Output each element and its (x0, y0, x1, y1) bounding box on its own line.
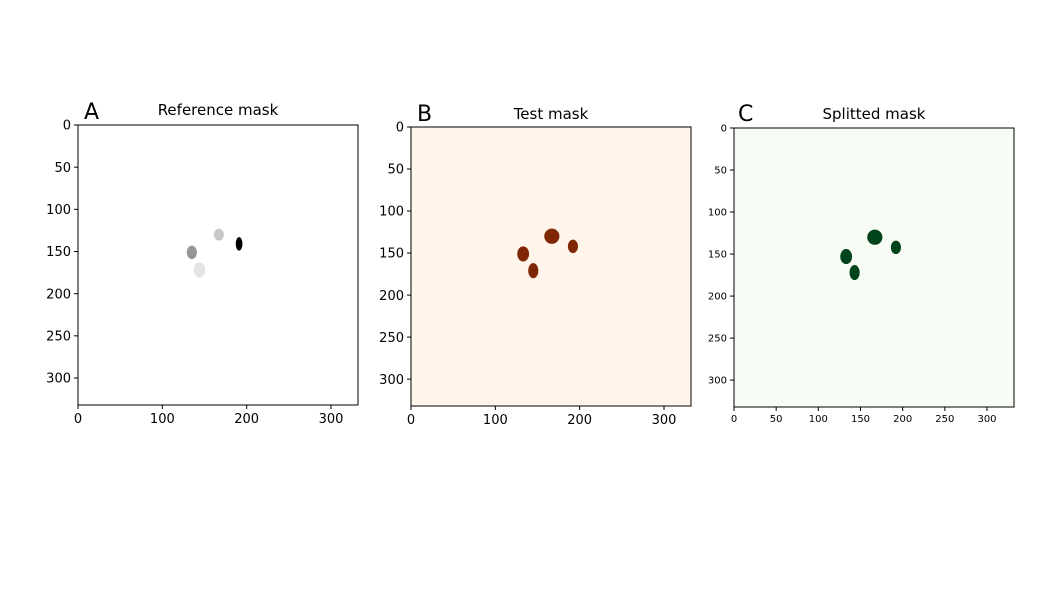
mask-region-4 (528, 263, 539, 279)
y-tick-label: 100 (708, 208, 727, 219)
mask-region-1 (867, 229, 883, 245)
mask-region-3 (517, 246, 530, 262)
mask-region-2 (567, 239, 578, 254)
x-tick-label: 150 (851, 414, 870, 425)
panel-a: 0 100 200 300 0 50 100 150 200 250 300 Reference ma… (46, 100, 359, 427)
panel-letter: B (417, 102, 432, 127)
plot-area (78, 125, 358, 405)
y-tick-label: 200 (46, 287, 71, 302)
y-tick-label: 200 (708, 292, 727, 303)
y-tick-label: 100 (46, 203, 71, 218)
plot-area (411, 127, 691, 406)
panel-title: Splitted mask (823, 105, 926, 123)
mask-region-3 (840, 249, 853, 265)
mask-region-2 (235, 237, 243, 251)
y-tick-label: 250 (379, 331, 404, 346)
x-tick-label: 50 (770, 414, 783, 425)
y-tick-label: 300 (708, 376, 727, 387)
panel-c: 0 50 100 150 200 250 300 0 50 100 150 200 250 300 Spli… (708, 102, 1015, 425)
plot-area (734, 128, 1014, 407)
y-tick-label: 250 (708, 334, 727, 345)
y-tick-label: 50 (387, 163, 404, 178)
x-tick-label: 200 (893, 414, 912, 425)
y-tick-label: 200 (379, 289, 404, 304)
x-tick-label: 300 (319, 412, 344, 427)
y-tick-label: 300 (46, 372, 71, 387)
mask-region-2 (890, 240, 901, 255)
y-tick-label: 0 (396, 121, 404, 136)
x-tick-label: 300 (652, 413, 677, 428)
y-tick-label: 100 (379, 205, 404, 220)
y-tick-label: 300 (379, 373, 404, 388)
panel-title: Test mask (513, 105, 589, 123)
x-tick-label: 0 (407, 413, 415, 428)
x-tick-label: 300 (977, 414, 996, 425)
x-tick-label: 0 (731, 414, 737, 425)
panel-title: Reference mask (158, 101, 279, 119)
axes-frame (410, 126, 692, 407)
x-tick-label: 0 (74, 412, 82, 427)
panel-b: 0 100 200 300 0 50 100 150 200 250 300 Test mask B (379, 102, 692, 428)
y-tick-label: 150 (708, 250, 727, 261)
mask-region-1 (213, 228, 224, 241)
x-tick-label: 200 (234, 412, 259, 427)
mask-region-4 (193, 262, 206, 278)
y-tick-label: 0 (63, 119, 71, 134)
x-tick-label: 100 (809, 414, 828, 425)
panel-letter: C (738, 102, 753, 127)
axes-frame (77, 124, 359, 406)
y-tick-label: 150 (46, 245, 71, 260)
mask-region-3 (186, 245, 197, 260)
x-tick-label: 100 (483, 413, 508, 428)
axes-frame (733, 127, 1015, 408)
panel-letter: A (84, 100, 99, 125)
mask-region-4 (849, 264, 860, 281)
y-tick-label: 50 (714, 166, 727, 177)
mask-region-1 (544, 228, 560, 244)
y-tick-label: 250 (46, 330, 71, 345)
y-tick-label: 50 (54, 161, 71, 176)
y-tick-label: 150 (379, 247, 404, 262)
y-tick-label: 0 (721, 124, 727, 135)
x-tick-label: 250 (935, 414, 954, 425)
x-tick-label: 100 (150, 412, 175, 427)
x-tick-label: 200 (567, 413, 592, 428)
